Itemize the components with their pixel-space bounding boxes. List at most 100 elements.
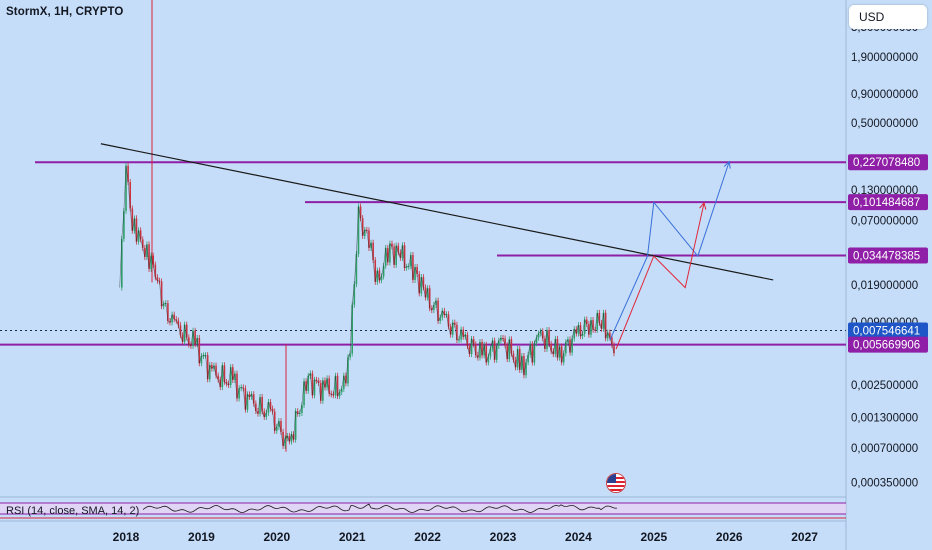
candle-body xyxy=(343,375,345,389)
candle-body xyxy=(384,247,387,266)
candle-body xyxy=(177,320,180,326)
candle-body xyxy=(261,396,263,412)
candle-body xyxy=(389,243,391,263)
candle-body xyxy=(470,338,473,355)
time-tick-label: 2018 xyxy=(113,530,140,544)
time-tick-label: 2025 xyxy=(640,530,667,544)
candle-body xyxy=(148,244,150,269)
symbol-title: StormX, 1H, CRYPTO xyxy=(6,6,124,18)
candle-body xyxy=(516,348,519,368)
candle-body xyxy=(550,344,552,352)
candle-body xyxy=(328,378,330,394)
price-tick-label: 0,900000000 xyxy=(851,89,918,101)
projection-arrowhead xyxy=(699,201,707,210)
candle-body xyxy=(347,357,349,384)
candle-body xyxy=(284,438,286,446)
candle-body xyxy=(571,338,573,353)
price-tick-label: 0,000350000 xyxy=(851,477,918,489)
candle-body xyxy=(183,324,186,342)
candle-body xyxy=(600,322,603,329)
candle-body xyxy=(238,388,240,399)
candle-body xyxy=(139,230,142,240)
candle-body xyxy=(602,312,605,329)
rsi-line xyxy=(142,503,618,513)
candle-body xyxy=(305,381,307,391)
candle-body xyxy=(609,332,611,338)
candle-body xyxy=(319,382,322,401)
candle-body xyxy=(418,274,421,294)
candle-body xyxy=(357,206,360,255)
candle-body xyxy=(162,303,165,307)
candle-body xyxy=(382,265,385,277)
candle-body xyxy=(403,245,406,268)
candle-body xyxy=(407,266,410,268)
candle-body xyxy=(311,373,314,396)
candle-body xyxy=(565,342,567,354)
candle-body xyxy=(173,314,175,320)
candle-body xyxy=(395,245,397,265)
candle-body xyxy=(554,338,557,355)
candle-body xyxy=(194,330,196,345)
price-tick-label: 0,130000000 xyxy=(851,185,918,197)
candle-body xyxy=(510,339,513,354)
candle-body xyxy=(282,431,284,446)
candle-body xyxy=(562,353,565,363)
candle-body xyxy=(229,367,232,385)
candle-body xyxy=(577,325,580,334)
candle-body xyxy=(129,182,131,209)
candle-body xyxy=(560,346,563,363)
candle-body xyxy=(495,345,498,360)
candle-body xyxy=(160,281,163,307)
price-series xyxy=(121,162,615,449)
candle-body xyxy=(223,365,226,382)
us-flag-event-icon[interactable] xyxy=(606,473,626,493)
candle-body xyxy=(131,208,134,231)
candle-body xyxy=(412,254,414,280)
candle-body xyxy=(225,381,228,384)
candle-body xyxy=(198,337,201,364)
candle-body xyxy=(219,379,222,388)
candle-body xyxy=(575,329,578,334)
candle-body xyxy=(334,375,337,396)
candle-body xyxy=(585,319,588,324)
trendline xyxy=(100,143,774,281)
candle-body xyxy=(181,335,184,342)
candle-body xyxy=(393,246,395,265)
candle-body xyxy=(202,355,205,357)
candle-body xyxy=(460,329,462,340)
candle-body xyxy=(391,243,393,247)
candle-body xyxy=(171,314,173,323)
candle-body xyxy=(581,333,584,337)
currency-button[interactable]: USD xyxy=(849,5,927,29)
candle-body xyxy=(259,396,261,414)
candle-body xyxy=(474,344,477,356)
candle-body xyxy=(525,362,527,376)
candle-body xyxy=(514,359,517,368)
price-line xyxy=(119,165,615,447)
candle-body xyxy=(613,344,615,354)
candle-body xyxy=(468,346,471,355)
candle-body xyxy=(387,247,389,263)
candle-body xyxy=(317,380,320,383)
price-level-label: 0,227078480 xyxy=(853,157,920,169)
candle-body xyxy=(441,310,444,318)
candle-body xyxy=(361,218,364,236)
candle-body xyxy=(290,434,293,442)
candle-body xyxy=(248,394,251,397)
candle-body xyxy=(167,303,169,321)
candle-body xyxy=(211,365,213,369)
candle-body xyxy=(336,375,339,397)
candle-body xyxy=(376,270,379,282)
candle-body xyxy=(244,388,247,410)
candle-body xyxy=(296,411,299,414)
candle-body xyxy=(154,264,157,278)
candle-body xyxy=(135,218,138,242)
candle-body xyxy=(372,242,374,261)
candle-body xyxy=(200,355,203,364)
time-tick-label: 2023 xyxy=(490,530,517,544)
candle-body xyxy=(265,412,268,417)
candle-body xyxy=(491,340,494,349)
candle-body xyxy=(512,353,515,360)
